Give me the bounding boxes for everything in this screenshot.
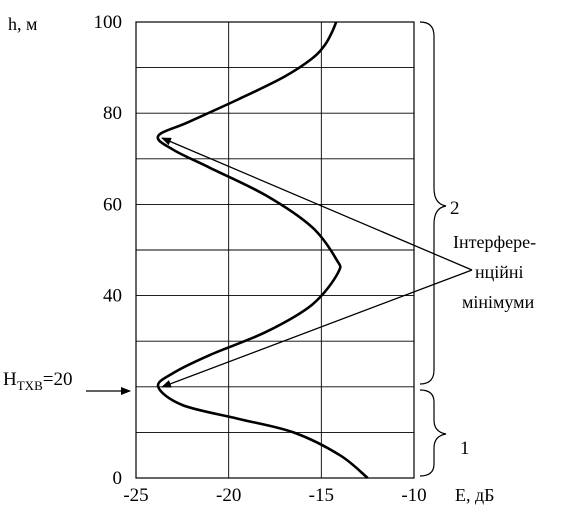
arrow-to-lower-minimum [161, 269, 473, 388]
y-tick-label: 60 [103, 194, 122, 215]
y-tick-label: 100 [94, 12, 123, 33]
h-txb-letter: H [3, 369, 17, 390]
x-tick-label: -10 [401, 485, 426, 506]
series-line [156, 21, 369, 480]
x-tick-label: -15 [309, 485, 334, 506]
h-txb-value: =20 [43, 369, 73, 390]
y-axis-label: h, м [8, 14, 37, 34]
h-txb-subscript: TXB [17, 378, 43, 393]
minima-label-line-2: нційні [475, 262, 524, 282]
y-tick-label: 0 [113, 468, 123, 489]
brace-lower [419, 389, 447, 477]
h-txb-label: HTXB=20 [3, 369, 72, 393]
x-tick-label: -25 [123, 485, 148, 506]
grid [136, 22, 414, 478]
y-tick-labels: 0 40 60 80 100 [94, 12, 123, 489]
minima-label-line-1: Інтерфере- [453, 232, 536, 252]
x-tick-label: -20 [216, 485, 241, 506]
x-tick-labels: -25 -20 -15 -10 [123, 485, 426, 506]
arrow-to-upper-minimum [161, 137, 473, 271]
brace-lower-label: 1 [460, 438, 470, 459]
x-axis-label: E, дБ [455, 485, 495, 505]
brace-upper [419, 21, 447, 385]
brace-upper-label: 2 [450, 198, 460, 219]
minima-label-line-3: мінімуми [462, 292, 535, 312]
y-tick-label: 40 [103, 286, 122, 307]
y-tick-label: 80 [103, 103, 122, 124]
plot-frame [135, 21, 415, 479]
